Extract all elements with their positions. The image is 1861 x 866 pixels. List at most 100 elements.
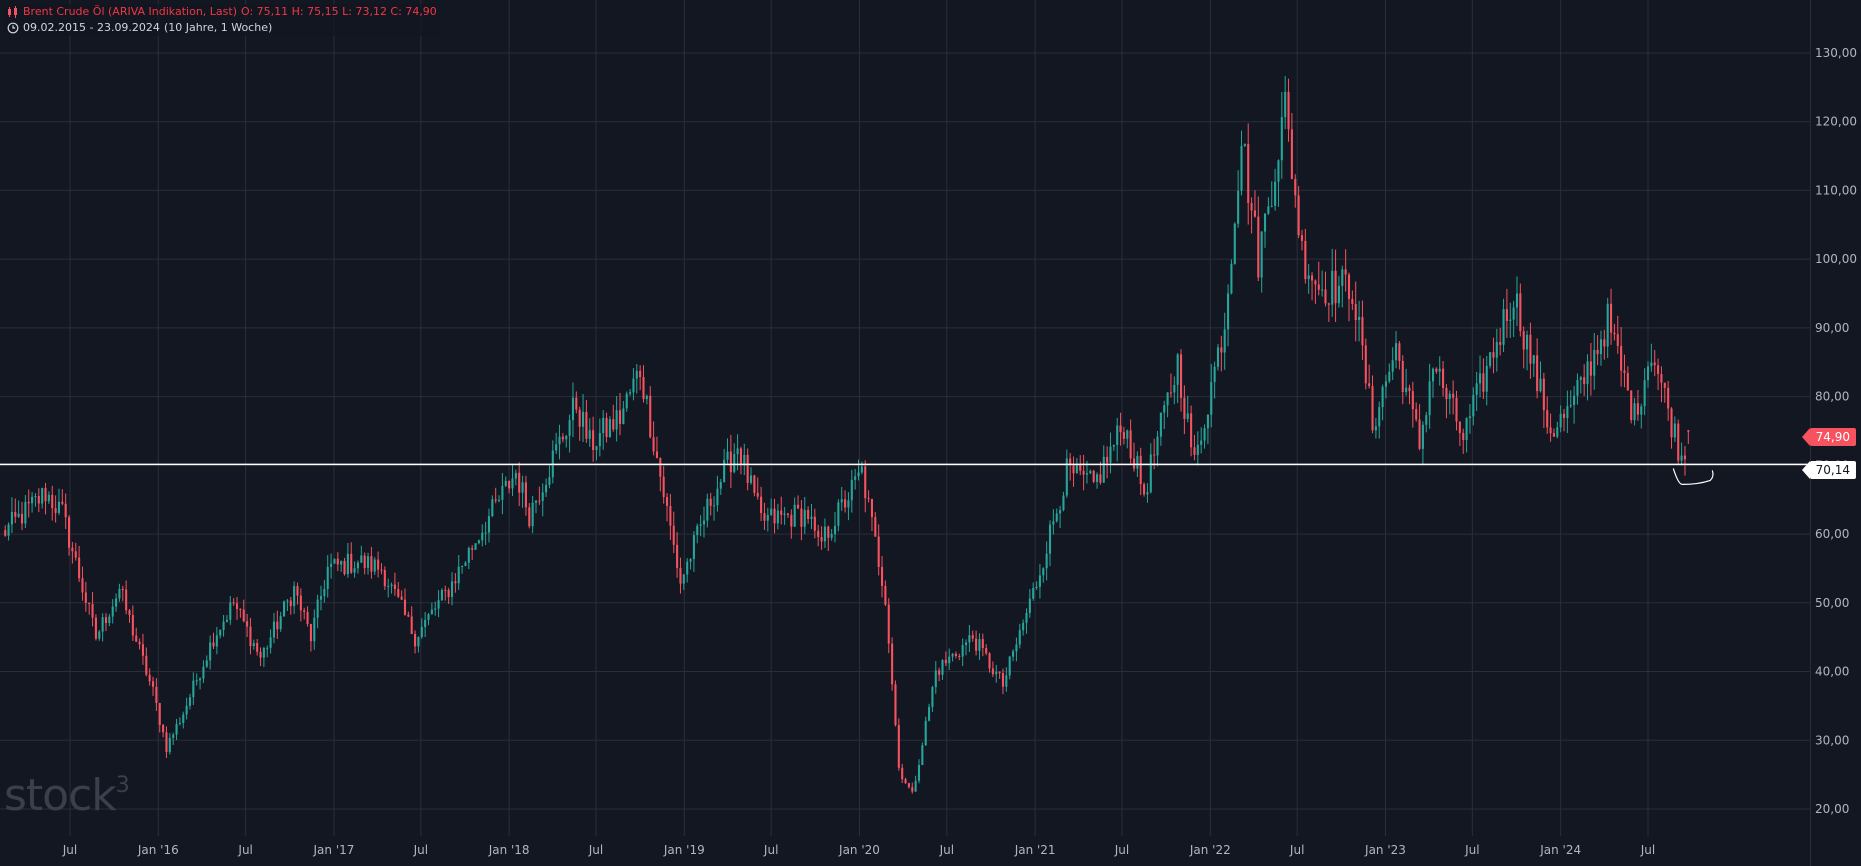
candle-body xyxy=(1515,293,1519,308)
candle xyxy=(31,491,34,513)
horizontal-line-price-tag[interactable]: 70,14 xyxy=(1801,461,1856,479)
candle-body xyxy=(1149,454,1152,493)
candle xyxy=(1149,443,1152,494)
candle xyxy=(780,496,783,525)
candle-body xyxy=(1059,510,1062,514)
candle-body xyxy=(689,559,692,562)
candle-body xyxy=(1415,409,1418,420)
candle xyxy=(1428,363,1431,429)
candle-body xyxy=(61,501,64,504)
candle-body xyxy=(605,417,608,438)
candle xyxy=(988,652,991,673)
candle xyxy=(558,424,561,460)
candle xyxy=(592,416,595,462)
candle xyxy=(743,443,746,476)
candle-body xyxy=(655,451,658,459)
candle xyxy=(353,561,356,578)
candle xyxy=(884,580,887,607)
candle xyxy=(1270,181,1273,208)
candle-body xyxy=(1146,492,1149,495)
candle xyxy=(615,395,618,442)
candle xyxy=(400,590,403,601)
candle xyxy=(823,518,826,548)
candle-body xyxy=(1606,303,1609,347)
candle-body xyxy=(672,525,675,545)
candle-body xyxy=(1636,403,1639,415)
candle-body xyxy=(400,596,403,600)
candle-body xyxy=(1085,473,1089,475)
candle-body xyxy=(1337,285,1340,304)
candle xyxy=(249,617,252,655)
candle xyxy=(508,480,511,494)
candle-body xyxy=(1364,345,1367,384)
candle-body xyxy=(410,616,413,634)
x-tick-label: Jul xyxy=(1114,843,1129,857)
candle xyxy=(1042,567,1045,583)
candle-body xyxy=(1166,392,1169,406)
candle xyxy=(760,486,763,522)
candle-body xyxy=(1116,425,1119,445)
x-tick-label: Jan '21 xyxy=(1014,843,1056,857)
candle xyxy=(128,608,131,623)
candle xyxy=(94,614,97,641)
candle xyxy=(860,461,863,475)
candle xyxy=(1398,340,1401,370)
candle-body xyxy=(558,436,561,445)
candle xyxy=(393,572,396,596)
candle xyxy=(1485,355,1488,406)
candle-body xyxy=(1384,381,1388,387)
candle-body xyxy=(1304,240,1307,280)
candle-body xyxy=(205,660,208,667)
candle-body xyxy=(884,585,887,605)
candle xyxy=(588,418,591,447)
legend-row-range: 09.02.2015 - 23.09.2024 (10 Jahre, 1 Woc… xyxy=(4,20,440,36)
candle-body xyxy=(964,642,968,645)
candle xyxy=(840,486,843,511)
candle xyxy=(629,388,632,397)
candle-body xyxy=(151,681,155,687)
candle-body xyxy=(709,498,712,506)
candle-body xyxy=(1196,444,1199,455)
candle-body xyxy=(225,619,228,622)
candle xyxy=(1075,457,1078,474)
candle-body xyxy=(293,586,296,607)
candle xyxy=(1045,541,1048,581)
candle-body xyxy=(1321,289,1324,291)
candle-body xyxy=(1391,360,1394,372)
candle xyxy=(27,489,30,518)
candle-body xyxy=(1159,412,1162,437)
candle xyxy=(941,659,944,681)
candle-body xyxy=(676,544,679,568)
candle xyxy=(1603,329,1606,360)
candle xyxy=(632,368,635,401)
candle xyxy=(1462,428,1465,454)
candle xyxy=(1687,429,1690,444)
candle xyxy=(1237,170,1240,228)
candle xyxy=(34,493,37,507)
candle xyxy=(1274,168,1277,211)
candle-body xyxy=(78,557,81,579)
candle-body xyxy=(988,653,991,669)
candle-body xyxy=(1539,378,1542,392)
candle xyxy=(702,506,706,538)
candle-body xyxy=(353,568,356,573)
candle-body xyxy=(175,723,178,735)
candle xyxy=(1667,380,1670,421)
y-tick-label: 90,00 xyxy=(1815,321,1849,335)
candle-body xyxy=(14,512,17,517)
candle xyxy=(874,512,877,537)
candle xyxy=(1438,356,1441,386)
candle-body xyxy=(1421,424,1424,449)
candle-body xyxy=(568,420,571,436)
candle xyxy=(494,487,497,504)
y-tick-label: 100,00 xyxy=(1815,252,1857,266)
candle xyxy=(1048,520,1052,567)
candle xyxy=(1626,366,1629,391)
candle xyxy=(346,542,349,578)
candle-body xyxy=(1559,413,1562,428)
candle-body xyxy=(1139,455,1142,485)
candle-body xyxy=(1206,414,1209,429)
candle-body xyxy=(1193,447,1196,455)
candle xyxy=(1478,355,1482,398)
